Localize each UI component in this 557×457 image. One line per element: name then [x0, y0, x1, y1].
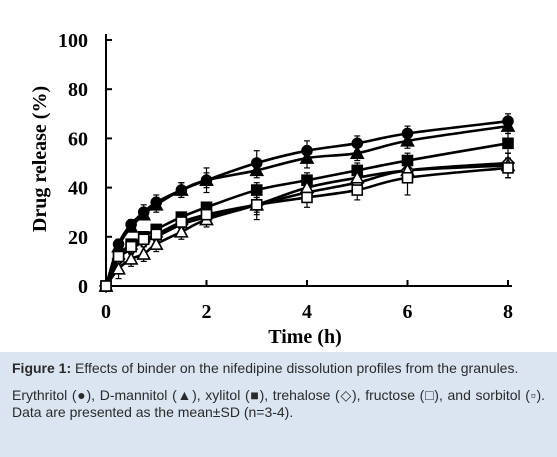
y-tick-label: 20: [68, 227, 88, 249]
data-point: [123, 219, 139, 233]
y-tick-label: 40: [68, 178, 88, 200]
data-point: [150, 228, 163, 241]
data-point: [148, 236, 164, 250]
caption-title-text: Effects of binder on the nifedipine diss…: [71, 360, 519, 376]
x-tick-label: 0: [101, 301, 111, 323]
data-point: [123, 251, 139, 265]
data-point: [349, 170, 365, 184]
caption-legend-text: Erythritol (●), D-mannitol (▲), xylitol …: [12, 387, 545, 420]
data-point: [351, 184, 364, 196]
data-point: [301, 191, 313, 204]
figure-label: Figure 1:: [12, 360, 72, 376]
data-point: [502, 162, 514, 174]
data-point: [249, 162, 265, 177]
data-point: [174, 182, 189, 196]
data-point: [400, 133, 415, 147]
x-tick-label: 8: [503, 301, 513, 323]
data-point: [250, 199, 263, 211]
data-point: [500, 118, 516, 132]
y-axis-label: Drug release (%): [29, 86, 51, 232]
x-tick-label: 6: [403, 301, 413, 323]
dissolution-chart: 0 20 40 60 80 100 0 2 4 6 8 Drug release (%) Time …: [29, 30, 516, 348]
data-point: [111, 261, 126, 275]
data-point: [100, 280, 112, 292]
y-tick-label: 100: [58, 30, 88, 52]
data-point: [136, 206, 152, 221]
data-point: [250, 184, 263, 196]
data-point: [125, 240, 137, 253]
data-point: [112, 250, 125, 263]
y-tick-label: 60: [68, 128, 88, 150]
data-point: [137, 233, 150, 246]
data-point: [349, 145, 365, 159]
data-point: [175, 216, 188, 228]
data-point: [174, 224, 189, 238]
data-point: [199, 172, 214, 187]
figure-caption: Figure 1: Effects of binder on the nifed…: [0, 352, 557, 457]
data-point: [401, 171, 414, 184]
x-axis-label: Time (h): [268, 326, 342, 348]
x-tick-label: 2: [202, 301, 212, 323]
data-point: [502, 137, 514, 150]
y-tick-label: 80: [68, 79, 88, 101]
y-tick-label: 0: [78, 276, 88, 298]
data-point: [299, 150, 315, 164]
data-point: [148, 197, 164, 211]
data-point: [136, 246, 152, 260]
data-point: [200, 208, 213, 221]
x-tick-label: 4: [302, 301, 312, 323]
caption-title: Figure 1: Effects of binder on the nifed…: [12, 360, 545, 377]
